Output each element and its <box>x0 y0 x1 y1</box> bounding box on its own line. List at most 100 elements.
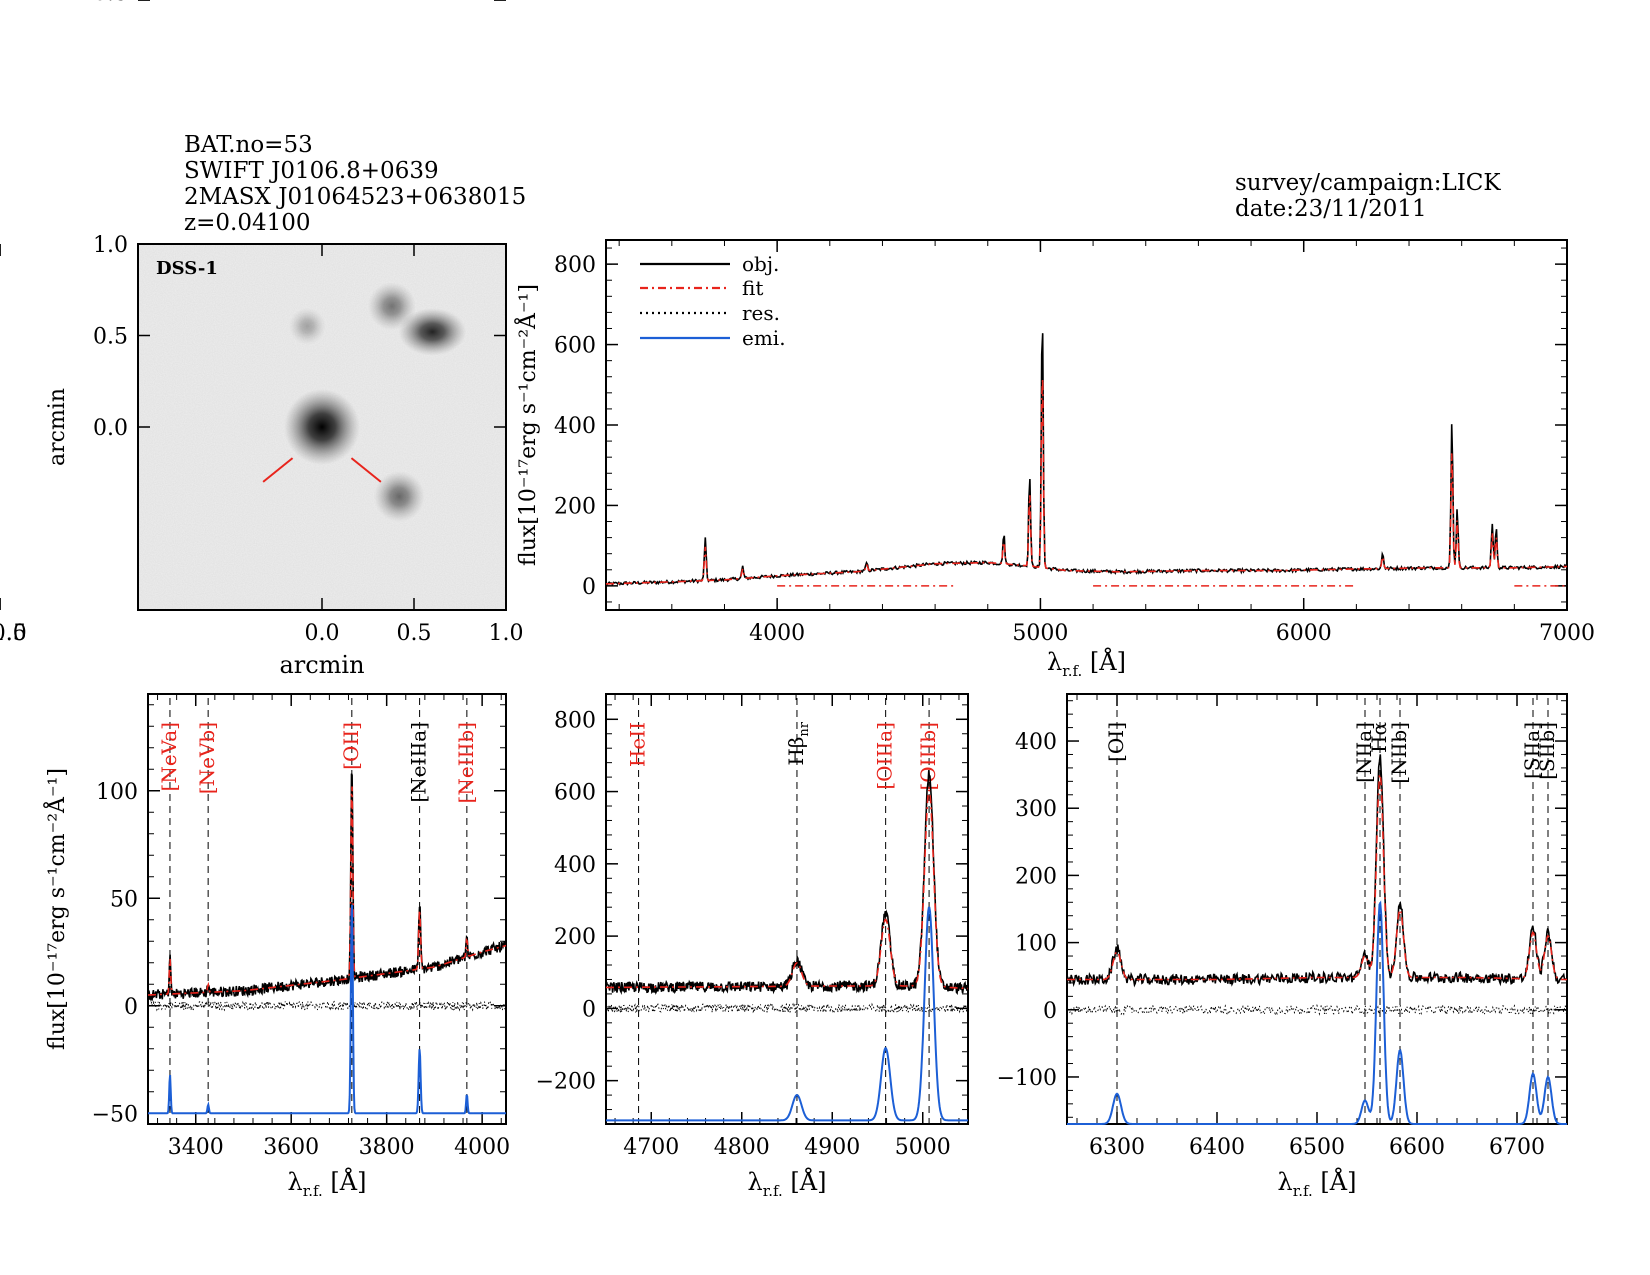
y-tick-label: 0 <box>582 997 596 1022</box>
y-tick-label: 100 <box>96 780 138 805</box>
legend-label: fit <box>742 276 763 300</box>
y-axis-label: flux[10⁻¹⁷erg s⁻¹cm⁻²Å⁻¹] <box>513 284 541 566</box>
target-marker <box>350 457 382 483</box>
header-2mass-id: 2MASX J01064523+0638015 <box>184 184 527 210</box>
x-axis-label: λr.f. [Å] <box>1047 647 1126 680</box>
header-bat-no: BAT.no=53 <box>184 132 313 158</box>
y-tick-label: 200 <box>554 494 596 519</box>
plot-frame <box>1066 693 1568 1125</box>
y-tick-label: 200 <box>554 925 596 950</box>
y-tick-label: 0.0 <box>93 416 128 441</box>
y-tick-label: 800 <box>554 253 596 278</box>
emi-spectrum <box>1067 900 1567 1125</box>
line-label: [NeIIIb] <box>454 722 478 803</box>
y-axis-label: flux[10⁻¹⁷erg s⁻¹cm⁻²Å⁻¹] <box>42 768 70 1050</box>
x-tick-label: 4900 <box>804 1135 860 1160</box>
header-date: date:23/11/2011 <box>1235 196 1427 222</box>
x-tick-label: 4800 <box>714 1135 770 1160</box>
line-label: Hβnr <box>784 721 812 765</box>
x-tick-label: 4700 <box>623 1135 679 1160</box>
line-label: [SIIa] <box>1520 722 1544 779</box>
plot-frame <box>605 693 969 1125</box>
zoom-panel-neon-oii: 3400 3600 3800 4000 −50 0 50 100 [NeVa] [NeVb] [OI… <box>42 693 510 1200</box>
line-label: [OIIIa] <box>873 722 897 790</box>
x-tick-label: 6000 <box>1276 621 1332 646</box>
plot-frame <box>147 693 507 1125</box>
y-tick-label: 400 <box>1015 730 1057 755</box>
x-axis-label: λr.f. [Å] <box>748 1167 827 1200</box>
y-tick-label: 200 <box>1015 864 1057 889</box>
line-label: [NeVa] <box>157 722 181 791</box>
y-tick-label: 800 <box>554 708 596 733</box>
y-tick-label: 0.5 <box>93 325 128 350</box>
line-label: [NIIb] <box>1387 722 1411 784</box>
x-tick-label: 6400 <box>1189 1135 1245 1160</box>
y-tick-label: 1.0 <box>93 233 128 258</box>
dss-source <box>367 282 416 331</box>
res-spectrum <box>147 999 507 1012</box>
emi-spectrum <box>606 906 968 1122</box>
line-label: Hα <box>1367 722 1391 753</box>
line-label: [NeVb] <box>195 722 219 794</box>
x-tick-label: 6700 <box>1489 1135 1545 1160</box>
line-label: [NIIa] <box>1352 722 1376 783</box>
y-tick-label: −0.5 <box>75 0 128 6</box>
res-spectrum <box>605 1002 969 1015</box>
y-tick-label: 0 <box>1043 999 1057 1024</box>
header-survey: survey/campaign:LICK <box>1235 170 1501 196</box>
dss-source <box>373 471 425 522</box>
legend-label: obj. <box>742 252 779 276</box>
target-marker <box>262 457 294 483</box>
res-spectrum <box>1066 1003 1568 1016</box>
y-tick-label: −100 <box>997 1066 1057 1091</box>
fit-spectrum <box>1067 772 1567 981</box>
line-label: HeII <box>626 722 650 767</box>
x-tick-label: 0.0 <box>305 621 340 646</box>
obj-spectrum <box>147 773 507 1003</box>
y-tick-label: −50 <box>92 1102 138 1127</box>
x-tick-label: 5000 <box>895 1135 951 1160</box>
x-tick-label: 4000 <box>454 1135 510 1160</box>
x-tick-label: −0.5 <box>0 621 27 646</box>
x-axis-label: λr.f. [Å] <box>288 1167 367 1200</box>
line-label: [NeIIIa] <box>407 722 431 803</box>
x-axis-label: λr.f. [Å] <box>1278 1167 1357 1200</box>
y-tick-label: 0 <box>582 575 596 600</box>
fit-spectrum <box>605 379 1567 585</box>
dss-label: DSS-1 <box>156 258 218 279</box>
x-tick-label: 0.5 <box>397 621 432 646</box>
y-axis-label: arcmin <box>45 388 70 466</box>
x-axis-label: arcmin <box>279 651 364 679</box>
x-tick-label: 7000 <box>1539 621 1595 646</box>
x-tick-label: 5000 <box>1012 621 1068 646</box>
legend-label: emi. <box>742 326 786 350</box>
y-tick-label: 600 <box>554 781 596 806</box>
header-redshift: z=0.04100 <box>184 210 311 236</box>
y-tick-label: 300 <box>1015 797 1057 822</box>
obj-spectrum <box>605 333 1568 587</box>
line-label: [OII] <box>339 722 363 770</box>
x-tick-label: 4000 <box>749 621 805 646</box>
x-tick-label: 6500 <box>1289 1135 1345 1160</box>
fit-spectrum <box>148 786 507 996</box>
x-tick-label: 6300 <box>1089 1135 1145 1160</box>
y-tick-label: 100 <box>1015 932 1057 957</box>
obj-spectrum <box>605 770 969 996</box>
y-tick-label: 0 <box>124 995 138 1020</box>
x-tick-label: 3800 <box>359 1135 415 1160</box>
y-tick-label: 50 <box>110 887 138 912</box>
emi-spectrum <box>148 904 506 1115</box>
dss-source <box>288 307 326 345</box>
legend-label: res. <box>742 301 780 325</box>
x-tick-label: −1.0 <box>0 621 27 646</box>
obj-spectrum <box>1066 754 1568 988</box>
line-label: [OI] <box>1104 722 1128 762</box>
x-tick-label: 3600 <box>263 1135 319 1160</box>
line-label: [SIIb] <box>1535 722 1559 780</box>
dss-source <box>398 308 467 356</box>
dss-source <box>284 389 360 465</box>
x-tick-label: 3400 <box>168 1135 224 1160</box>
y-tick-label: 400 <box>554 414 596 439</box>
